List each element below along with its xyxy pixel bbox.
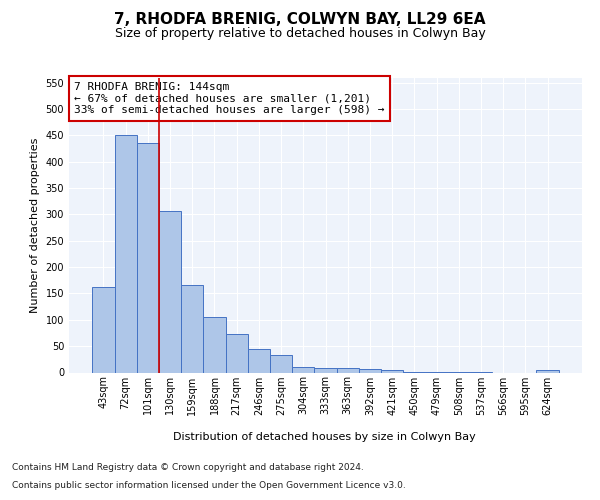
Bar xyxy=(292,366,314,372)
Bar xyxy=(381,370,403,372)
Text: Contains public sector information licensed under the Open Government Licence v3: Contains public sector information licen… xyxy=(12,481,406,490)
Text: 7 RHODFA BRENIG: 144sqm
← 67% of detached houses are smaller (1,201)
33% of semi: 7 RHODFA BRENIG: 144sqm ← 67% of detache… xyxy=(74,82,385,115)
Bar xyxy=(314,368,337,372)
Bar xyxy=(115,136,137,372)
Text: Size of property relative to detached houses in Colwyn Bay: Size of property relative to detached ho… xyxy=(115,28,485,40)
Bar xyxy=(248,349,270,372)
Text: Contains HM Land Registry data © Crown copyright and database right 2024.: Contains HM Land Registry data © Crown c… xyxy=(12,464,364,472)
Bar xyxy=(536,370,559,372)
Bar xyxy=(203,316,226,372)
Text: 7, RHODFA BRENIG, COLWYN BAY, LL29 6EA: 7, RHODFA BRENIG, COLWYN BAY, LL29 6EA xyxy=(114,12,486,28)
Bar xyxy=(92,286,115,372)
Text: Distribution of detached houses by size in Colwyn Bay: Distribution of detached houses by size … xyxy=(173,432,475,442)
Bar xyxy=(337,368,359,372)
Bar xyxy=(270,355,292,372)
Bar xyxy=(359,370,381,372)
Bar xyxy=(226,334,248,372)
Y-axis label: Number of detached properties: Number of detached properties xyxy=(30,138,40,312)
Bar xyxy=(137,143,159,372)
Bar xyxy=(181,284,203,372)
Bar xyxy=(159,211,181,372)
